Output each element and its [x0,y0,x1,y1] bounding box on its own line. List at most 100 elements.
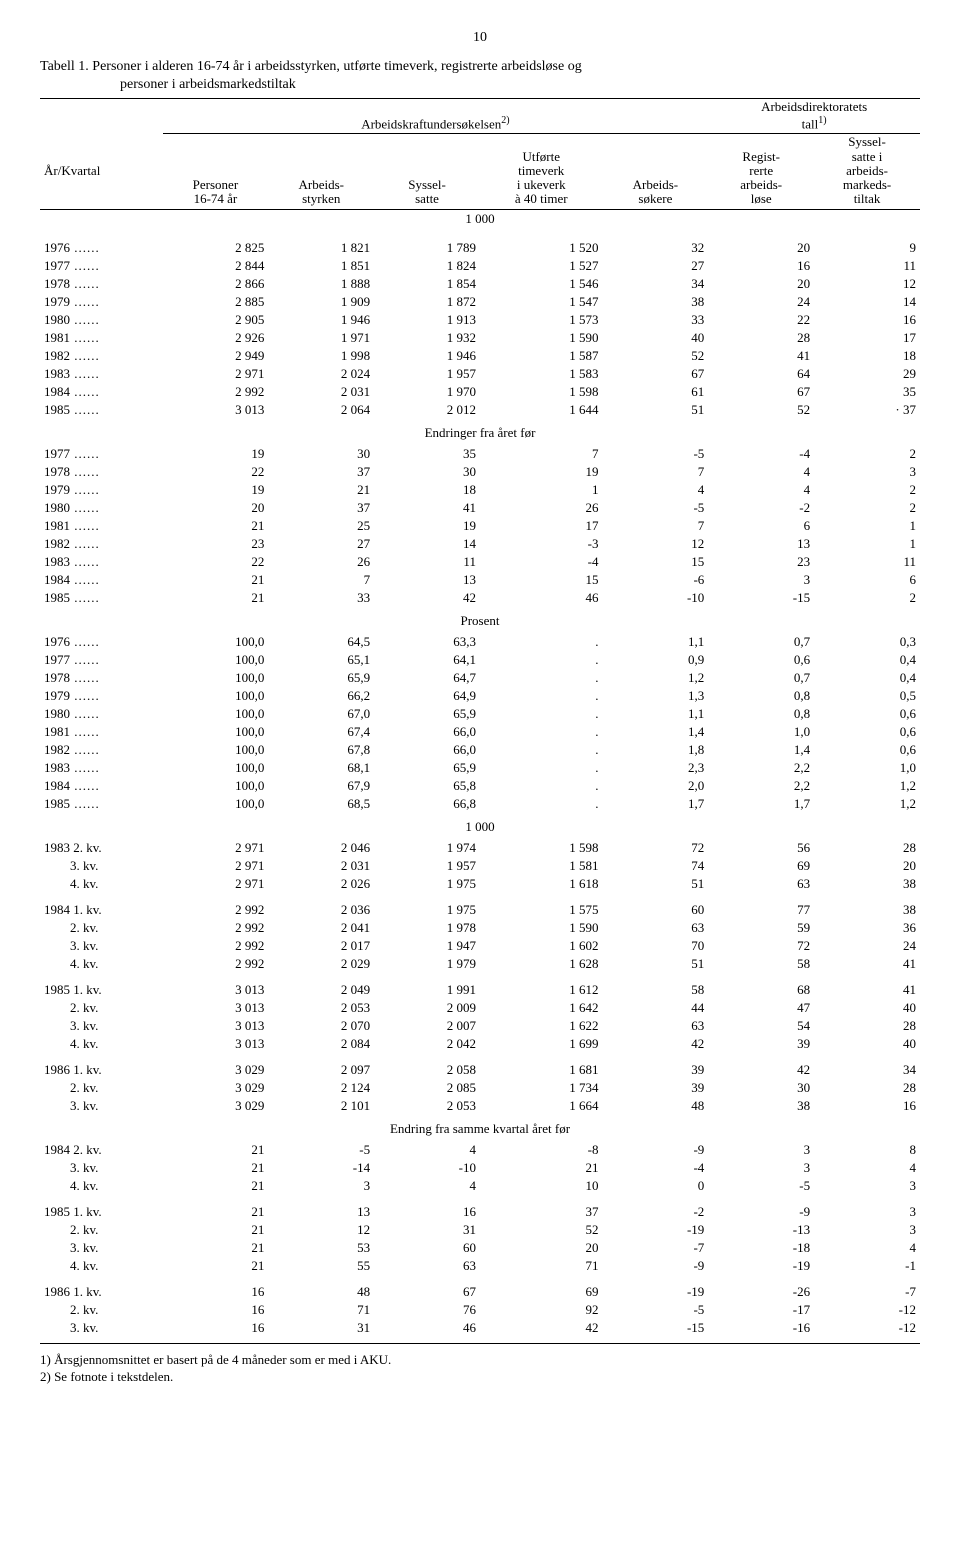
cell: 27 [268,535,374,553]
table-row: 4. kv.3 0132 0842 0421 699423940 [40,1035,920,1053]
cell: -15 [708,589,814,607]
cell: 34 [602,275,708,293]
row-label: 1981 [40,329,163,347]
row-label: 3. kv. [40,1017,163,1035]
cell: 38 [602,293,708,311]
cell: 2 097 [268,1061,374,1079]
row-label: 4. kv. [40,1035,163,1053]
cell: 1 957 [374,857,480,875]
cell: 2 046 [268,839,374,857]
cell: 1 612 [480,981,603,999]
cell: 37 [268,499,374,517]
cell: 64 [708,365,814,383]
cell: 3 013 [163,1017,269,1035]
cell: 69 [480,1283,603,1301]
row-label: 1985 [40,401,163,419]
col2-l2: styrken [302,191,340,206]
cell: 41 [814,955,920,973]
cell: 39 [602,1061,708,1079]
cell: 2 049 [268,981,374,999]
cell: 2 992 [163,937,269,955]
cell: 41 [374,499,480,517]
table-row: 19842171315-636 [40,571,920,589]
table-row: 19832 9712 0241 9571 583676429 [40,365,920,383]
cell: 1 628 [480,955,603,973]
cell: -12 [814,1319,920,1337]
table-row: 198020374126-5-22 [40,499,920,517]
cell: 47 [708,999,814,1017]
cell: 13 [374,571,480,589]
col7-l4: markeds- [843,177,891,192]
cell: 2 926 [163,329,269,347]
cell: -19 [708,1257,814,1275]
cell: 3 [814,463,920,481]
cell: 1 978 [374,919,480,937]
table-row: 19791921181442 [40,481,920,499]
table-row: 1983100,068,165,9.2,32,21,0 [40,759,920,777]
row-label: 2. kv. [40,1079,163,1097]
title-line-2: personer i arbeidsmarkedstiltak [120,77,296,92]
cell: 21 [163,589,269,607]
cell: 2 070 [268,1017,374,1035]
cell: -19 [602,1283,708,1301]
table-row: 2. kv.3 0292 1242 0851 734393028 [40,1079,920,1097]
section-header: Prosent [40,607,920,633]
cell: -17 [708,1301,814,1319]
cell: 100,0 [163,633,269,651]
cell: 1 909 [268,293,374,311]
cell: 20 [163,499,269,517]
cell: 0,4 [814,651,920,669]
row-label: 1982 [40,347,163,365]
cell: 60 [602,901,708,919]
cell: 1 979 [374,955,480,973]
cell: -4 [480,553,603,571]
data-table: Arbeidskraftundersøkelsen2) Arbeidsdirek… [40,98,920,1343]
unit-label: 1 000 [40,209,920,231]
table-row: 2. kv.3 0132 0532 0091 642444740 [40,999,920,1017]
row-label: 2. kv. [40,1301,163,1319]
cell: 4 [708,463,814,481]
cell: 4 [814,1159,920,1177]
cell: 2,2 [708,759,814,777]
cell: 63 [602,919,708,937]
cell: -7 [602,1239,708,1257]
cell: 16 [374,1203,480,1221]
cell: -19 [602,1221,708,1239]
row-label: 1982 [40,535,163,553]
table-title: Tabell 1. Personer i alderen 16-74 år i … [40,58,920,94]
table-row: 1985 1. kv.21131637-2-93 [40,1203,920,1221]
cell: 74 [602,857,708,875]
cell: 65,9 [374,759,480,777]
cell: -10 [374,1159,480,1177]
cell: 4 [814,1239,920,1257]
cell: 2 036 [268,901,374,919]
cell: 21 [480,1159,603,1177]
col4-l3: i ukeverk [517,177,566,192]
cell: 21 [268,481,374,499]
cell: 1,8 [602,741,708,759]
cell: 32 [602,239,708,257]
cell: 0,8 [708,687,814,705]
cell: -13 [708,1221,814,1239]
table-row: 2. kv.16717692-5-17-12 [40,1301,920,1319]
cell: 1,1 [602,705,708,723]
cell: 2 971 [163,365,269,383]
row-label: 1976 [40,239,163,257]
cell: 2 084 [268,1035,374,1053]
cell: 1 681 [480,1061,603,1079]
table-row: 1976100,064,563,3.1,10,70,3 [40,633,920,651]
cell: 1 547 [480,293,603,311]
cell: 2 124 [268,1079,374,1097]
cell: 1 590 [480,919,603,937]
section-header: 1 000 [40,813,920,839]
cell: 17 [814,329,920,347]
cell: 52 [602,347,708,365]
table-row: 4. kv.2 9922 0291 9791 628515841 [40,955,920,973]
cell: 12 [814,275,920,293]
table-row: 4. kv.2 9712 0261 9751 618516338 [40,875,920,893]
row-label: 2. kv. [40,999,163,1017]
row-label: 1985 1. kv. [40,1203,163,1221]
cell: 100,0 [163,669,269,687]
table-row: 1984 1. kv.2 9922 0361 9751 575607738 [40,901,920,919]
cell: 2 [814,499,920,517]
